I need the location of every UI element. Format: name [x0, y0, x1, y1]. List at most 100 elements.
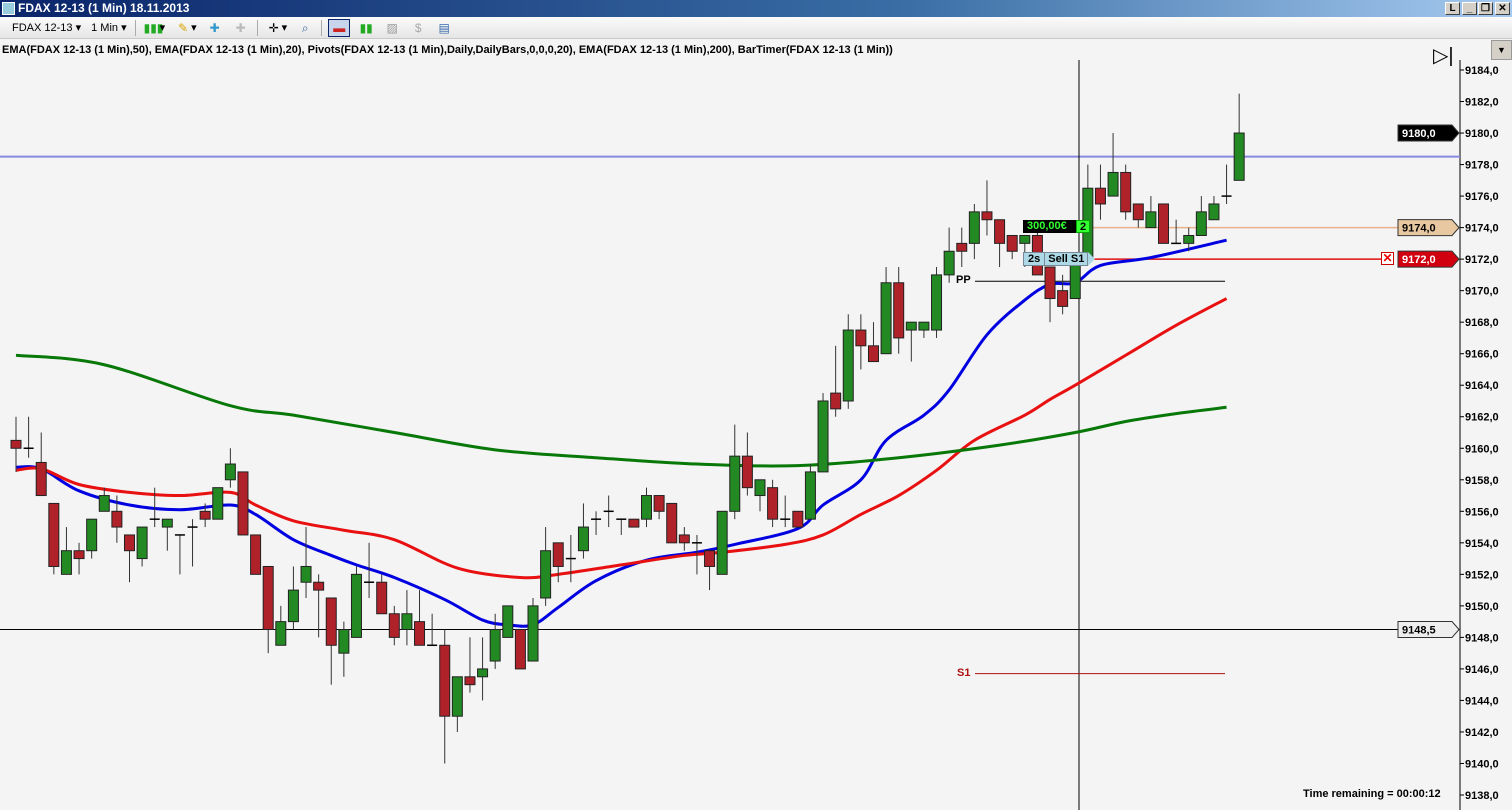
ema-line-ema200 — [15, 353, 1227, 468]
candle-down — [325, 597, 337, 646]
candle-up — [842, 329, 854, 402]
minimize-button[interactable]: _ — [1462, 2, 1477, 15]
candle-up — [477, 668, 489, 678]
axis-tick-label: 9150,0 — [1465, 601, 1499, 613]
candle-down — [262, 565, 274, 631]
candle-down — [439, 644, 451, 717]
scroll-to-end-icon[interactable]: ▷| — [1433, 45, 1454, 67]
candle-up — [451, 676, 463, 717]
candle-up — [287, 589, 299, 623]
zoom-icon: ⌕ — [301, 20, 309, 35]
restore-button[interactable]: ❐ — [1478, 2, 1493, 15]
candle-up — [502, 605, 514, 638]
candle-up — [212, 487, 224, 520]
candle-down — [628, 518, 640, 528]
candle-down — [199, 510, 211, 520]
axis-tick-label: 9138,0 — [1465, 790, 1499, 802]
candle-down — [48, 502, 60, 567]
candle-down — [666, 502, 678, 544]
position-pnl[interactable]: 300,00€ 2 — [1023, 220, 1091, 233]
indicator-list: EMA(FDAX 12-13 (1 Min),50), EMA(FDAX 12-… — [2, 44, 893, 56]
axis-tick-label: 9152,0 — [1465, 569, 1499, 581]
candle-down — [1094, 187, 1106, 205]
candles — [10, 93, 1245, 764]
interval-select[interactable]: 1 Min ▾ — [91, 21, 127, 35]
candle-down — [35, 461, 47, 497]
candle-up — [98, 495, 110, 512]
candle-down — [1120, 171, 1132, 213]
candle-down — [237, 471, 249, 536]
candle-down — [1044, 266, 1056, 300]
candle-up — [275, 621, 287, 646]
axis-tick-label: 9170,0 — [1465, 286, 1499, 298]
candle-up — [350, 573, 362, 638]
candle-up — [136, 526, 148, 560]
candle-up — [729, 455, 741, 512]
candle-up — [1183, 234, 1195, 244]
crosshair-button[interactable]: ✛ ▾ — [264, 19, 290, 37]
axis-dropdown-button[interactable]: ▼ — [1491, 40, 1512, 60]
candle-up — [1019, 234, 1031, 244]
candle-up — [1233, 132, 1245, 181]
axis-tick-label: 9154,0 — [1465, 538, 1499, 550]
order-marker[interactable]: 2s Sell S1 — [1023, 252, 1096, 266]
candle-up — [641, 495, 652, 520]
candle-down — [867, 345, 879, 363]
price-marker-last — [1397, 124, 1460, 142]
axis-tick-label: 9160,0 — [1465, 443, 1499, 455]
ema-line-ema50 — [15, 297, 1228, 580]
position-quantity: 2 — [1076, 220, 1091, 233]
overlay: 9180,0 9174,0 9172,0 9148,5 — [1397, 124, 1460, 639]
candle-up — [1195, 211, 1207, 236]
crosshair-icon: ✛ — [268, 20, 279, 35]
candle-up — [1145, 211, 1157, 229]
drawing-tools-button[interactable]: ✎ ▾ — [173, 19, 199, 37]
separator — [256, 19, 258, 36]
candle-down — [123, 534, 135, 552]
candle-down — [376, 581, 388, 615]
money-icon: $ — [414, 20, 422, 35]
candle-down — [1132, 203, 1144, 221]
instrument-select[interactable]: FDAX 12-13 ▾ — [12, 21, 82, 35]
money-button[interactable]: $ — [408, 19, 428, 37]
price-axis: 9184,0 9182,0 9180,0 9178,0 9176,0 9174,0 9172… — [1459, 60, 1499, 810]
remove-indicator-button[interactable]: ✚ — [231, 19, 251, 37]
axis-tick-label: 9162,0 — [1465, 412, 1499, 424]
properties-button[interactable]: ▤ — [434, 19, 454, 37]
candle-up — [540, 550, 552, 599]
close-button[interactable]: ✕ — [1495, 2, 1510, 15]
candle-up — [338, 629, 350, 654]
candle-up — [489, 629, 501, 662]
candle-down — [514, 629, 526, 670]
candle-down — [653, 495, 665, 512]
add-indicator-button[interactable]: ✚ — [205, 19, 225, 37]
chart-style-button[interactable]: ▮▮▮ ▾ — [143, 20, 166, 35]
separator — [321, 19, 323, 36]
candle-down — [111, 510, 123, 528]
app-chart-icon — [2, 2, 15, 15]
axis-tick-label: 9166,0 — [1465, 349, 1499, 361]
candle-down — [994, 219, 1006, 244]
zoom-button[interactable]: ⌕ — [295, 19, 315, 37]
price-marker-stop — [1397, 250, 1460, 268]
chart-style-icon: ▮▮▮ — [143, 20, 164, 35]
candle-down — [893, 282, 905, 339]
candle-up — [716, 510, 728, 575]
axis-tick-label: 9184,0 — [1465, 65, 1499, 77]
candle-down — [767, 487, 779, 520]
link-button[interactable]: L — [1445, 2, 1460, 15]
cancel-order-icon[interactable]: ✕ — [1381, 251, 1394, 265]
candle-up — [905, 321, 917, 331]
candle-up — [754, 479, 766, 497]
bar-type-icon: ▮▮ — [359, 20, 373, 35]
candle-up — [577, 526, 589, 552]
candle-down — [10, 439, 22, 449]
bar-type-button[interactable]: ▮▮ — [356, 19, 376, 37]
axis-tick-label: 9178,0 — [1465, 160, 1499, 172]
pivot-pp-label: PP — [956, 274, 971, 287]
strategy-button[interactable]: ▨ — [382, 19, 402, 37]
separator — [134, 19, 136, 36]
chart-trader-button[interactable]: ▬ — [328, 18, 351, 37]
order-arrow — [1088, 252, 1096, 266]
